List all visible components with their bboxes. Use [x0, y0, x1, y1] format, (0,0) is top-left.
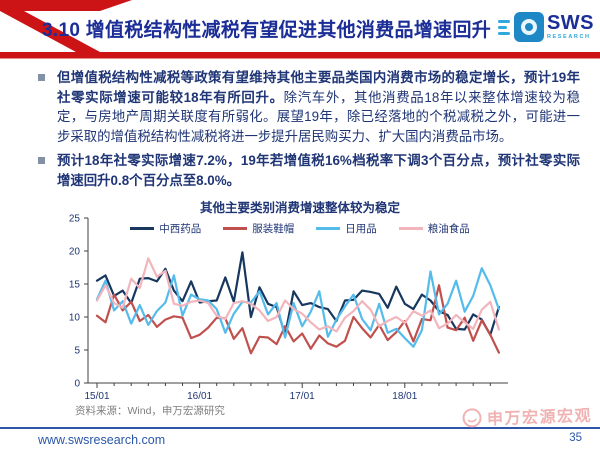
series-line-服装鞋帽 — [95, 284, 500, 355]
header-ribbon — [0, 0, 600, 59]
sws-coin-icon — [513, 12, 544, 42]
page-number: 35 — [569, 432, 582, 444]
svg-text:18/01: 18/01 — [392, 391, 417, 402]
footer-website-link[interactable]: www.swsresearch.com — [38, 433, 166, 447]
bullet-item-2: 预计18年社零实际增速7.2%，19年若增值税16%档税率下调3个百分点，预计社… — [38, 151, 580, 190]
footer-divider — [0, 427, 600, 429]
series-line-日用品 — [95, 267, 500, 348]
line-chart: 0 5 10 15 20 25 15/01 16/01 17/01 18/01 — [69, 214, 508, 402]
series-line-中西药品 — [95, 251, 500, 336]
svg-text:15: 15 — [69, 280, 81, 291]
logo-motion-lines-icon — [497, 19, 510, 35]
svg-text:25: 25 — [69, 214, 81, 225]
watermark-moon-icon — [462, 408, 482, 428]
sws-logo: SWS RESEARCH — [497, 12, 594, 42]
svg-text:16/01: 16/01 — [187, 391, 212, 402]
page-title: 3.10 增值税结构性减税有望促进其他消费品增速回升 — [42, 20, 492, 41]
svg-text:17/01: 17/01 — [290, 391, 315, 402]
svg-text:20: 20 — [69, 247, 81, 258]
data-source-note: 资料来源：Wind，申万宏源研究 — [75, 405, 225, 417]
chart-title: 其他主要类别消费增速整体较为稳定 — [199, 201, 400, 215]
svg-text:10: 10 — [69, 313, 81, 324]
series-line-粮油食品 — [95, 257, 500, 333]
bullet-item-1: 但增值税结构性减税等政策有望维持其他主要品类国内消费市场的稳定增长，预计19年社… — [38, 68, 580, 146]
logo-text: SWS — [546, 12, 594, 35]
bullet-text-2: 预计18年社零实际增速7.2%，19年若增值税16%档税率下调3个百分点，预计社… — [57, 153, 580, 188]
bullet-square-icon — [38, 157, 45, 164]
svg-text:0: 0 — [74, 379, 80, 390]
watermark-text: 申万宏源宏观 — [486, 407, 593, 429]
svg-text:15/01: 15/01 — [84, 391, 109, 402]
logo-subtext: RESEARCH — [546, 34, 591, 41]
svg-text:5: 5 — [74, 346, 80, 357]
bullet-text-1: 但增值税结构性减税等政策有望维持其他主要品类国内消费市场的稳定增长，预计19年社… — [57, 70, 580, 144]
wechat-watermark: 申万宏源宏观 — [461, 402, 593, 431]
bullet-square-icon — [38, 74, 45, 81]
